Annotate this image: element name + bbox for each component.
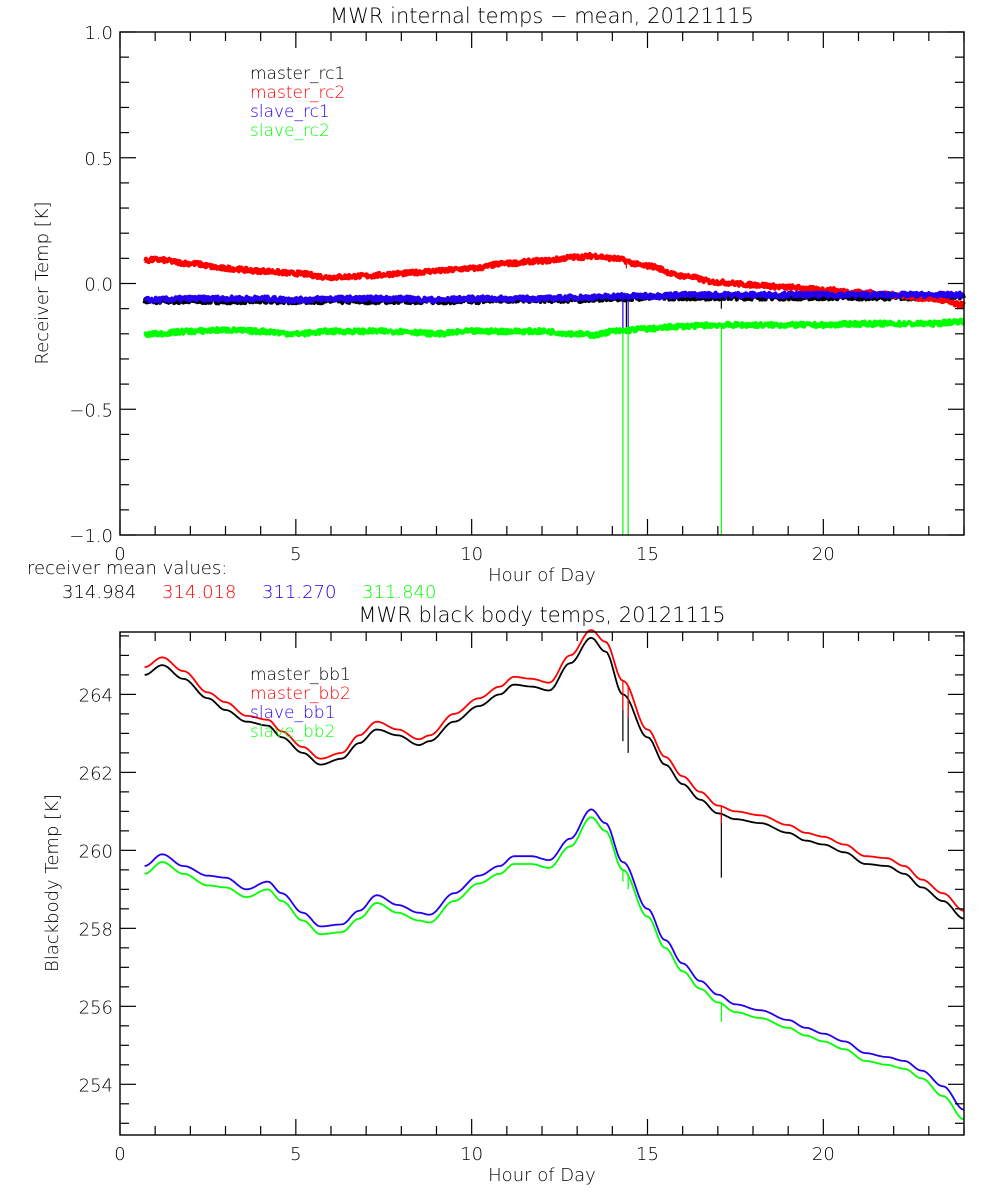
ticks xyxy=(119,632,965,1135)
series-line xyxy=(144,629,965,912)
y-tick-label: 262 xyxy=(79,763,113,784)
x-tick-label: 0 xyxy=(114,544,125,565)
receiver-mean-value: 314.018 xyxy=(162,582,236,603)
ticks xyxy=(119,31,965,536)
y-tick-label: 254 xyxy=(79,1075,113,1096)
series-line xyxy=(144,816,965,1121)
legend-entry: master_bb1 xyxy=(250,665,351,685)
y-axis-label: Receiver Temp [K] xyxy=(32,201,53,364)
y-tick-label: −1.0 xyxy=(69,526,113,547)
x-tick-labels: 0 5 10 15 20 xyxy=(114,1144,835,1165)
receiver-mean-label: receiver mean values: xyxy=(27,558,227,579)
legend-entry: master_bb2 xyxy=(250,684,351,704)
chart-title: MWR black body temps, 20121115 xyxy=(358,603,725,627)
x-tick-label: 10 xyxy=(460,544,483,565)
x-tick-label: 20 xyxy=(812,1144,835,1165)
y-tick-label: 1.0 xyxy=(84,23,113,44)
series-layer xyxy=(142,252,966,535)
legend-entry: master_rc2 xyxy=(250,83,345,103)
x-tick-label: 15 xyxy=(636,1144,659,1165)
y-tick-label: −0.5 xyxy=(69,400,113,421)
y-tick-label: 256 xyxy=(79,997,113,1018)
y-tick-label: 0.5 xyxy=(84,149,113,170)
series-line xyxy=(144,636,965,920)
receiver-mean-annotation: receiver mean values: 314.984 314.018 311.… xyxy=(27,558,436,603)
blackbody-temps-chart: MWR black body temps, 20121115 0 5 10 15 20 … xyxy=(42,603,965,1186)
legend-entry: slave_bb1 xyxy=(250,703,335,723)
receiver-mean-value: 314.984 xyxy=(62,582,136,603)
x-axis-label: Hour of Day xyxy=(488,565,596,586)
series-line xyxy=(143,290,966,305)
series-slave-rc2 xyxy=(143,317,966,535)
legend-entry: slave_rc2 xyxy=(250,121,330,141)
series-slave-bb1 xyxy=(144,808,965,1111)
series-slave-bb2 xyxy=(144,816,965,1121)
x-tick-label: 20 xyxy=(812,544,835,565)
legend-entry: slave_rc1 xyxy=(250,102,330,122)
receiver-mean-value: 311.840 xyxy=(362,582,436,603)
x-tick-label: 5 xyxy=(290,544,301,565)
legend-entry: slave_bb2 xyxy=(250,722,335,742)
x-tick-label: 10 xyxy=(460,1144,483,1165)
y-tick-label: 264 xyxy=(79,685,113,706)
y-axis-label: Blackbody Temp [K] xyxy=(42,794,63,972)
x-tick-labels: 0 5 10 15 20 xyxy=(114,544,835,565)
series-line xyxy=(143,252,966,309)
y-tick-labels: 264 262 260 258 256 254 xyxy=(79,685,113,1096)
internal-temps-chart: MWR internal temps − mean, 20121115 0 5 10… xyxy=(32,4,966,586)
series-line xyxy=(143,317,966,340)
chart-title: MWR internal temps − mean, 20121115 xyxy=(330,4,754,28)
x-tick-label: 15 xyxy=(636,544,659,565)
receiver-mean-values: 314.984 314.018 311.270 311.840 xyxy=(62,582,436,603)
series-line xyxy=(144,808,965,1111)
series-master-rc2 xyxy=(143,252,966,309)
x-tick-label: 0 xyxy=(114,1144,125,1165)
receiver-mean-value: 311.270 xyxy=(262,582,336,603)
x-tick-label: 5 xyxy=(290,1144,301,1165)
legend-entry: master_rc1 xyxy=(250,64,345,84)
x-axis-label: Hour of Day xyxy=(488,1165,596,1186)
series-master-bb2 xyxy=(144,629,965,912)
y-tick-label: 258 xyxy=(79,919,113,940)
y-tick-label: 0.0 xyxy=(84,275,113,296)
y-tick-labels: 1.0 0.5 0.0 −0.5 −1.0 xyxy=(69,23,113,547)
series-layer xyxy=(144,629,965,1121)
y-tick-label: 260 xyxy=(79,841,113,862)
